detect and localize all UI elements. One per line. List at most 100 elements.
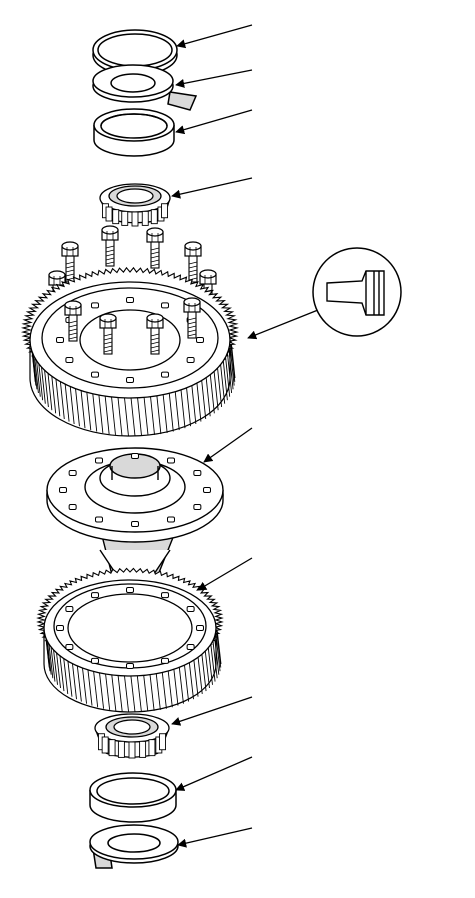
bolt-thread [68, 332, 78, 336]
bolt-thread [105, 249, 115, 253]
bolt-hole [131, 453, 139, 459]
bolt-thread [150, 263, 160, 267]
bolt-thread [105, 261, 115, 265]
upper-bearing-outer-race [93, 108, 175, 157]
final-driven-gear [20, 266, 240, 437]
bolt-thread [103, 345, 113, 349]
bolt-hole [126, 297, 134, 303]
bolt-thread [150, 247, 160, 251]
grease-icon [326, 270, 385, 316]
bolt-hole [161, 657, 169, 664]
bolt-thread [187, 329, 197, 333]
bolt [184, 241, 202, 283]
gear-helix-line [229, 333, 236, 382]
bolt-hole [95, 516, 103, 523]
differential-carrier [46, 447, 224, 581]
bolt-hole [126, 377, 134, 383]
leader-carrier [203, 427, 253, 463]
bolt-thread [68, 328, 78, 332]
bolt-thread [188, 265, 198, 269]
leader-lower-shim [177, 827, 253, 848]
bolt-thread [150, 349, 160, 353]
bolt [183, 297, 201, 339]
bolt-hole [91, 592, 99, 599]
bolt-thread [188, 269, 198, 273]
upper-tapered-roller-bearing [99, 183, 171, 227]
bolt-thread [105, 245, 115, 249]
park-gear [36, 567, 224, 713]
bolt-hole [65, 644, 74, 650]
bolt-head-top [184, 241, 202, 251]
bolt-hole [167, 457, 175, 464]
bolt-head-top [101, 225, 119, 235]
gear-helix-line [215, 623, 222, 668]
bolt-hole [193, 470, 202, 476]
bolt-thread [150, 251, 160, 255]
bolt-head-top [199, 269, 217, 279]
bearing-roller [139, 740, 147, 758]
bolt [99, 313, 117, 355]
bolt-thread [187, 321, 197, 325]
bearing-roller [161, 203, 168, 219]
bearing-roller [105, 206, 113, 222]
bolt-hole [161, 592, 169, 599]
bolt-thread [68, 320, 78, 324]
bolt-hole [68, 504, 77, 510]
bearing-roller [131, 211, 139, 227]
callout-leaders [171, 24, 319, 848]
bolt-thread [150, 345, 160, 349]
bolt-hole [186, 606, 195, 612]
bolt-thread [65, 273, 75, 277]
bolt-thread [105, 257, 115, 261]
bolt-hole [193, 504, 202, 510]
bolt [146, 313, 164, 355]
bolt-hole [91, 302, 99, 309]
bolt-hole [196, 625, 204, 631]
bolt-hole [68, 470, 77, 476]
bolt-thread [68, 336, 78, 340]
bolt-thread [65, 269, 75, 273]
bolt-thread [150, 333, 160, 337]
bolt-hole [167, 516, 175, 523]
bolt-head-top [64, 300, 82, 310]
leader-upper-race [175, 109, 253, 135]
upper-shim [92, 64, 198, 111]
bolt-head-top [146, 313, 164, 323]
bolt-hole [56, 625, 64, 631]
grease-inset [312, 247, 402, 337]
bolt-thread [105, 253, 115, 257]
bolt-thread [103, 337, 113, 341]
bolt-hole [91, 657, 99, 664]
bolt [146, 227, 164, 269]
leader-upper-bearing [171, 177, 253, 199]
bolt-head-top [61, 241, 79, 251]
leader-upper-ring [176, 24, 253, 49]
bearing-roller [108, 739, 116, 757]
bolt [101, 225, 119, 267]
carrier-bolt-holes [59, 453, 211, 527]
bearing-roller [159, 733, 166, 751]
bolt-thread [150, 337, 160, 341]
bolt-head-top [183, 297, 201, 307]
leader-lower-race [175, 756, 253, 791]
bolt-hole [161, 371, 169, 378]
bolt [61, 241, 79, 283]
bearing-rollers [102, 203, 168, 227]
bolt-thread [188, 273, 198, 277]
bearing-roller [112, 209, 120, 225]
bolt-hole [95, 457, 103, 464]
bearing-rollers [98, 733, 166, 759]
bearing-roller [128, 741, 136, 759]
bolt-thread [68, 324, 78, 328]
leader-lower-bearing [171, 696, 253, 726]
upper-bearing-outer-race-ring [92, 29, 178, 76]
bolt-hole [161, 302, 169, 309]
bolt-hole [65, 357, 74, 363]
lower-bearing-outer-race [89, 772, 177, 823]
bolt-thread [187, 325, 197, 329]
bolt-head-top [99, 313, 117, 323]
bolt-thread [65, 265, 75, 269]
bolt-hole [186, 357, 195, 363]
